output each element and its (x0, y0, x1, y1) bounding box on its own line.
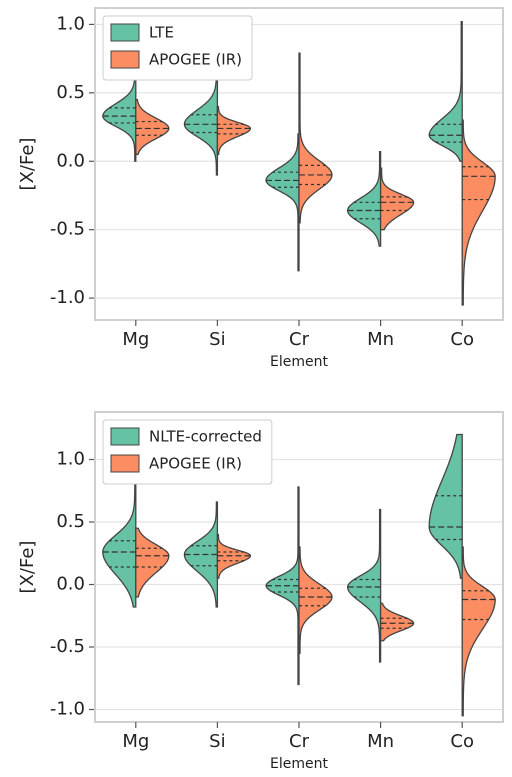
y-tick-label: -0.5 (50, 636, 85, 657)
legend-label: NLTE-corrected (149, 428, 262, 446)
violin-half (102, 79, 137, 162)
violin-half (183, 71, 219, 176)
violin-half (461, 119, 496, 306)
violin-half (216, 533, 252, 579)
y-tick-label: 1.0 (56, 13, 85, 34)
violin-half (428, 433, 463, 579)
legend-swatch (110, 50, 140, 69)
legend-swatch (110, 23, 140, 42)
y-tick-label: -1.0 (50, 287, 85, 308)
x-tick-label: Cr (289, 329, 310, 350)
y-tick-label: 0.0 (56, 150, 85, 171)
x-tick-label: Mg (122, 329, 149, 350)
violin-half (135, 527, 170, 598)
chart: -1.0 -0.5 0.0 0.5 1.0 [X/Fe] Element Mg Si Cr Mn Co… (17, 411, 504, 772)
x-tick-label: Co (450, 329, 474, 350)
violin-half (265, 486, 300, 686)
legend-label: APOGEE (IR) (149, 455, 242, 473)
violin-half (298, 52, 333, 224)
violin-half (428, 21, 463, 162)
x-tick-label: Si (209, 329, 225, 350)
violin-half (216, 105, 252, 156)
y-axis-label: [X/Fe] (17, 138, 38, 191)
legend-label: LTE (149, 24, 174, 42)
x-axis-label: Element (270, 354, 328, 370)
x-tick-label: Cr (289, 731, 310, 752)
x-axis-label: Element (270, 756, 328, 772)
violin-half (346, 151, 382, 247)
y-tick-label: 1.0 (56, 449, 85, 470)
legend-label: APOGEE (IR) (149, 51, 242, 69)
violin-half (298, 546, 333, 654)
y-tick-label: -1.0 (50, 699, 85, 720)
y-tick-label: -0.5 (50, 219, 85, 240)
violin-half (265, 133, 300, 272)
violin-half (346, 508, 382, 663)
violin-half (461, 546, 496, 717)
x-tick-label: Si (209, 731, 225, 752)
legend-box (102, 419, 273, 485)
y-tick-label: 0.5 (56, 511, 85, 532)
violin-half (379, 602, 415, 642)
x-tick-label: Co (450, 731, 474, 752)
chart: -1.0 -0.5 0.0 0.5 1.0 [X/Fe] Element Mg Si Cr Mn Co… (17, 7, 504, 370)
violin-half (183, 501, 219, 608)
legend-swatch (110, 427, 140, 446)
y-tick-label: 0.0 (56, 574, 85, 595)
x-tick-label: Mn (367, 329, 394, 350)
violin-half (135, 99, 170, 156)
y-axis-label: [X/Fe] (17, 541, 38, 594)
violin-half (379, 167, 415, 231)
x-tick-label: Mn (367, 731, 394, 752)
legend-box (102, 15, 253, 81)
violin-half (102, 482, 137, 608)
y-tick-label: 0.5 (56, 82, 85, 103)
legend-swatch (110, 454, 140, 473)
x-tick-label: Mg (122, 731, 149, 752)
